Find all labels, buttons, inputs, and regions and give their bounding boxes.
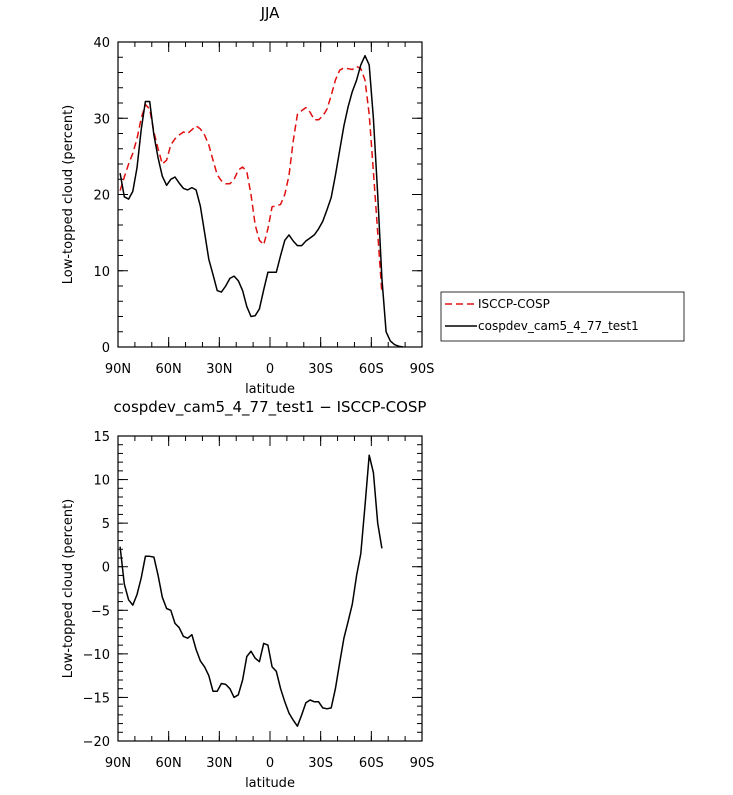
x-tick-label: 0 (266, 756, 274, 771)
y-axis-label: Low-topped cloud (percent) (61, 105, 76, 285)
series-line-isccp-cosp (119, 65, 383, 294)
x-tick-label: 90N (105, 362, 131, 377)
y-tick-label: 10 (93, 265, 110, 280)
x-tick-label: 30S (308, 362, 333, 377)
chart-panel-2: cospdev_cam5_4_77_test1 − ISCCP-COSP 90N 6… (61, 398, 434, 791)
plot-frame (117, 435, 423, 742)
y-tick-label: 40 (93, 36, 110, 51)
x-tick-label: 90S (410, 362, 435, 377)
y-axis-label: Low-topped cloud (percent) (61, 499, 76, 679)
x-tick-label: 90N (105, 756, 131, 771)
y-tick-label: −10 (83, 648, 110, 663)
x-tick-label: 60N (156, 362, 182, 377)
x-axis-label: latitude (245, 382, 295, 397)
x-axis-label: latitude (245, 776, 295, 791)
x-tick-label: 60S (359, 756, 384, 771)
legend-box (440, 291, 685, 342)
chart-title: JJA (260, 4, 281, 22)
x-tick-label: 60S (359, 362, 384, 377)
y-tick-label: 15 (93, 430, 110, 445)
x-tick-label: 30N (206, 362, 232, 377)
chart-title: cospdev_cam5_4_77_test1 − ISCCP-COSP (114, 398, 427, 417)
series-line-cospdev-cam5-4-77-test1 (119, 54, 404, 348)
x-tick-label: 30N (206, 756, 232, 771)
plot-frame (117, 41, 423, 348)
series-line-difference (119, 454, 383, 727)
chart-panel-1: JJA 90N 60N 30N 0 30S 60S 90S 0 10 20 30 40 latitude L… (61, 4, 685, 397)
y-tick-label: −15 (83, 691, 110, 706)
y-tick-label: 10 (93, 474, 110, 489)
legend-entry-label: cospdev_cam5_4_77_test1 (478, 319, 639, 333)
y-tick-label: 0 (102, 561, 110, 576)
x-tick-label: 90S (410, 756, 435, 771)
y-tick-label: 0 (102, 341, 110, 356)
x-tick-label: 30S (308, 756, 333, 771)
x-tick-label: 0 (266, 362, 274, 377)
y-tick-label: −5 (91, 604, 110, 619)
y-tick-label: 20 (93, 189, 110, 204)
legend-entry-label: ISCCP-COSP (478, 297, 550, 311)
x-tick-label: 60N (156, 756, 182, 771)
y-tick-label: 5 (102, 517, 110, 532)
y-tick-label: 30 (93, 112, 110, 127)
legend: ISCCP-COSP cospdev_cam5_4_77_test1 (440, 291, 685, 342)
y-tick-label: −20 (83, 735, 110, 750)
